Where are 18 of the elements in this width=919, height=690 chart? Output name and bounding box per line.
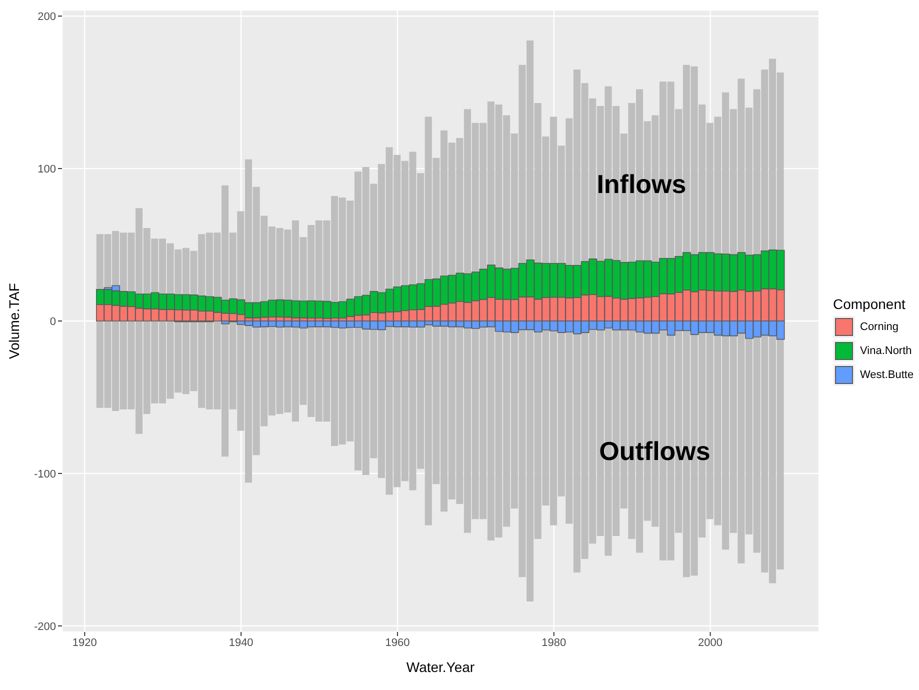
annotation: Outflows — [599, 436, 710, 466]
x-tick-label: 1980 — [542, 636, 566, 649]
legend-title: Component — [833, 296, 906, 312]
y-axis-title: Volume.TAF — [6, 283, 22, 359]
x-tick-label: 1920 — [72, 636, 97, 649]
legend-label: Corning — [860, 321, 899, 333]
legend-label: Vina.North — [860, 345, 912, 357]
x-tick-label: 1940 — [228, 636, 254, 649]
y-tick-label: 200 — [38, 11, 56, 24]
y-tick-label: 0 — [50, 316, 56, 328]
x-axis-title: Water.Year — [406, 659, 475, 675]
annotation: Inflows — [596, 169, 686, 200]
x-tick-label: 2000 — [698, 636, 723, 649]
legend-label: West.Butte — [860, 369, 914, 381]
y-tick-label: -100 — [34, 468, 56, 480]
y-tick-label: 100 — [38, 163, 56, 176]
y-tick-label: -200 — [34, 620, 56, 633]
x-tick-label: 1960 — [385, 636, 410, 649]
